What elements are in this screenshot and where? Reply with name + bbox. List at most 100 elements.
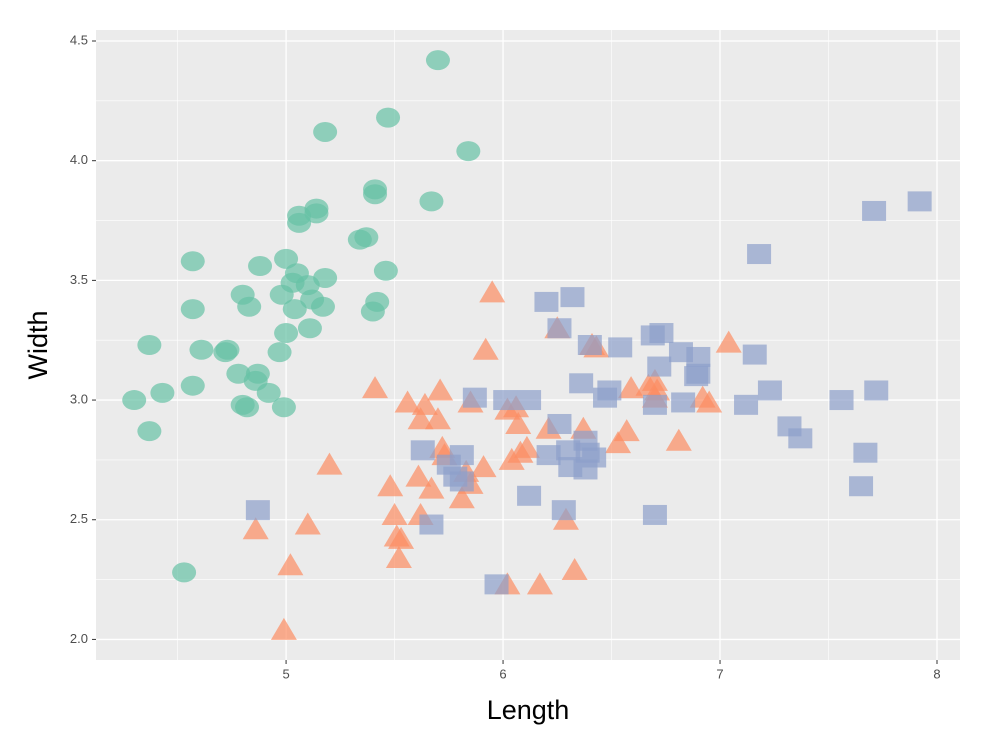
point — [274, 323, 299, 344]
x-tick-label: 5 — [282, 666, 289, 681]
point — [269, 284, 294, 305]
x-axis-title: Length — [487, 695, 570, 725]
point — [665, 428, 692, 451]
point — [526, 572, 553, 595]
point — [385, 546, 412, 569]
point — [256, 382, 281, 403]
point — [419, 191, 444, 212]
point — [536, 445, 561, 466]
point — [235, 397, 260, 418]
point — [362, 376, 389, 399]
point — [551, 500, 576, 521]
point — [498, 447, 525, 470]
point — [248, 256, 273, 277]
point — [287, 212, 312, 233]
point — [517, 485, 542, 506]
point — [304, 203, 329, 224]
point — [456, 141, 481, 162]
point — [347, 229, 372, 250]
point — [180, 375, 205, 396]
point — [573, 459, 598, 480]
point — [376, 107, 401, 128]
axes: 5 6 7 8 2.0 2.5 3.0 3.5 4.0 4.5 — [70, 32, 941, 681]
y-tick-label: 2.5 — [70, 511, 88, 526]
point — [517, 390, 542, 411]
point — [642, 504, 667, 525]
point — [180, 299, 205, 320]
point — [849, 476, 874, 497]
point — [608, 337, 633, 358]
point — [788, 428, 813, 449]
point — [560, 287, 585, 308]
y-tick-label: 3.5 — [70, 272, 88, 287]
point — [381, 502, 408, 525]
point — [267, 342, 292, 363]
point — [829, 390, 854, 411]
y-axis-title: Width — [23, 310, 53, 379]
point — [419, 514, 444, 535]
point — [649, 323, 674, 344]
point — [410, 440, 435, 461]
point — [449, 471, 474, 492]
point — [277, 553, 304, 576]
point — [271, 397, 296, 418]
point — [172, 562, 197, 583]
points — [122, 50, 932, 640]
y-tick-label: 3.0 — [70, 391, 88, 406]
point — [747, 244, 772, 265]
point — [388, 526, 415, 549]
point — [556, 440, 581, 461]
point — [642, 394, 667, 415]
point — [282, 299, 307, 320]
point — [577, 335, 602, 355]
point — [377, 474, 404, 497]
point — [561, 558, 588, 580]
point — [493, 390, 518, 411]
x-tick-label: 7 — [716, 666, 723, 681]
x-tick-label: 8 — [933, 666, 940, 681]
point — [534, 291, 559, 312]
point — [316, 452, 343, 475]
point — [363, 184, 388, 205]
point — [696, 390, 723, 413]
point — [313, 121, 338, 142]
point — [472, 337, 499, 360]
point — [742, 344, 767, 365]
point — [569, 373, 594, 394]
y-tick-label: 4.0 — [70, 152, 88, 167]
point — [189, 339, 214, 360]
point — [424, 407, 451, 430]
point — [294, 512, 321, 535]
point — [407, 407, 434, 430]
y-tick-label: 2.0 — [70, 631, 88, 646]
point — [757, 380, 782, 401]
point — [462, 387, 487, 408]
point — [405, 464, 432, 487]
point — [686, 346, 711, 367]
point — [484, 574, 509, 595]
y-tick-label: 4.5 — [70, 32, 88, 47]
point — [479, 280, 506, 303]
point — [734, 394, 759, 415]
point — [647, 356, 672, 377]
point — [853, 442, 878, 463]
point — [547, 413, 572, 434]
point — [245, 500, 270, 521]
point — [394, 390, 421, 413]
point — [297, 318, 322, 339]
point — [427, 378, 454, 401]
point — [213, 342, 238, 363]
point — [547, 318, 572, 339]
point — [373, 260, 398, 281]
point — [270, 617, 297, 640]
point — [150, 382, 175, 403]
point — [274, 248, 299, 269]
point — [505, 411, 532, 434]
point — [862, 200, 887, 221]
point — [864, 380, 889, 401]
point — [605, 431, 632, 454]
point — [671, 392, 696, 413]
point — [448, 486, 475, 509]
point — [684, 366, 709, 387]
